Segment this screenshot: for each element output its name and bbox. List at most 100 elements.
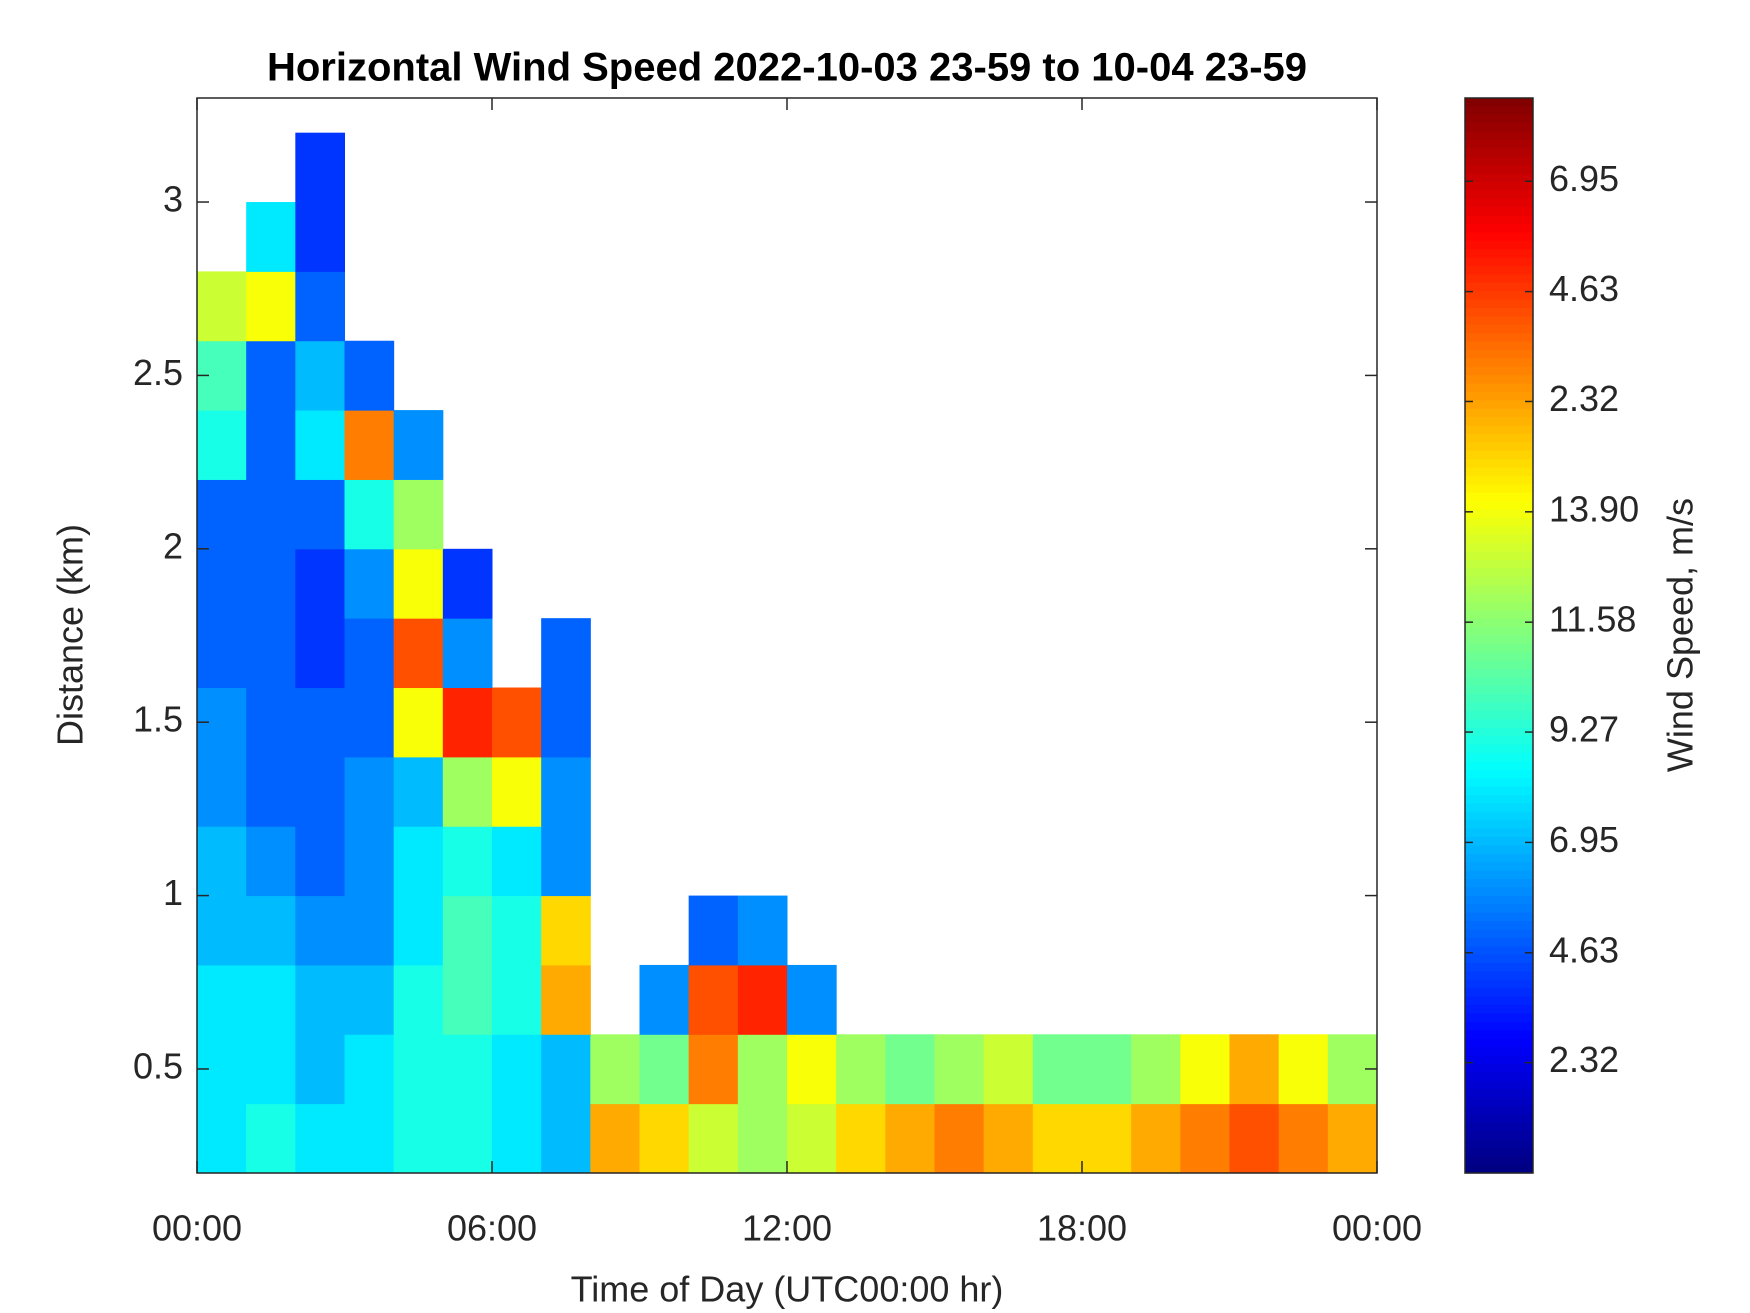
colorbar-swatch [1465,988,1533,998]
colorbar-swatch [1465,996,1533,1006]
heat-cell [688,1103,739,1174]
y-tick-label: 1 [163,872,183,913]
colorbar-swatch [1465,1047,1533,1057]
heat-cell [541,1103,591,1174]
colorbar-swatch [1465,1063,1533,1073]
colorbar-swatch [1465,98,1533,107]
colorbar-label: Wind Speed, m/s [1660,498,1701,772]
colorbar-swatch [1465,576,1533,586]
heat-cell [639,1103,690,1174]
heat-cell [295,479,345,550]
heat-cell [344,1103,395,1174]
heat-cell [688,1034,739,1105]
colorbar-tick-label: 6.95 [1549,158,1619,199]
heat-cell [246,826,296,897]
colorbar-swatch [1465,173,1533,183]
heat-cell [836,1103,886,1174]
colorbar-tick-label: 11.58 [1549,599,1636,640]
colorbar-swatch [1465,627,1533,637]
colorbar-swatch [1465,484,1533,494]
heat-cell [393,1034,444,1105]
colorbar-swatch [1465,929,1533,939]
colorbar-swatch [1465,106,1533,116]
heat-cell [295,687,345,758]
y-tick-label: 2.5 [133,352,183,393]
heat-cell [246,410,296,480]
colorbar-swatch [1465,1105,1533,1115]
colorbar-swatch [1465,1089,1533,1099]
colorbar-swatch [1465,727,1533,737]
colorbar-swatch [1465,769,1533,779]
colorbar-tick-label: 2.32 [1549,378,1619,419]
heat-cell [295,964,345,1035]
heat-cell [442,548,493,619]
colorbar-swatch [1465,1030,1533,1040]
colorbar-swatch [1465,601,1533,611]
colorbar-swatch [1465,190,1533,200]
heat-cell [197,1103,247,1174]
heat-cell [393,1103,444,1174]
colorbar-tick-label: 4.63 [1549,929,1619,970]
y-tick-label: 1.5 [133,699,183,740]
heat-cell [492,964,542,1035]
colorbar-swatch [1465,585,1533,595]
colorbar-swatch [1465,333,1533,343]
colorbar-swatch [1465,1080,1533,1090]
heat-cell [1131,1034,1181,1105]
colorbar-swatch [1465,324,1533,334]
colorbar-swatch [1465,761,1533,771]
heat-cell [442,618,493,689]
x-tick-label: 00:00 [152,1208,242,1249]
colorbar-swatch [1465,1156,1533,1166]
heat-cell [442,1034,493,1105]
colorbar-swatch [1465,979,1533,989]
heat-cell [344,410,395,480]
colorbar-swatch [1465,316,1533,326]
heat-cell [344,618,395,689]
colorbar-swatch [1465,240,1533,250]
colorbar-swatch [1465,400,1533,410]
colorbar-swatch [1465,223,1533,233]
heat-cell [1032,1034,1083,1105]
colorbar-swatch [1465,341,1533,351]
colorbar-swatch [1465,131,1533,141]
heat-cell [295,826,345,897]
heat-cell [1082,1034,1132,1105]
colorbar-swatch [1465,148,1533,158]
colorbar-swatch [1465,937,1533,947]
colorbar-swatch [1465,459,1533,469]
heat-cell [295,548,345,619]
heat-cell [295,895,345,966]
colorbar-swatch [1465,1097,1533,1107]
colorbar-swatch [1465,669,1533,679]
colorbar-swatch [1465,887,1533,897]
colorbar-swatch [1465,299,1533,309]
heat-cell [246,271,296,342]
heat-cell [492,1034,542,1105]
heat-cell [197,410,247,480]
y-tick-label: 3 [163,179,183,220]
colorbar-swatch [1465,610,1533,620]
colorbar-swatch [1465,265,1533,275]
heat-cell [541,1034,591,1105]
heat-cell [246,964,296,1035]
heat-cell [246,340,296,411]
heat-cell [737,1103,788,1174]
heat-cell [295,1034,345,1105]
colorbar-tick-label: 4.63 [1549,268,1619,309]
colorbar-swatch [1465,1038,1533,1048]
colorbar-swatch [1465,123,1533,133]
heat-cell [1180,1034,1230,1105]
colorbar-swatch [1465,442,1533,452]
heat-cell [344,964,395,1035]
colorbar-swatch [1465,1114,1533,1124]
heat-cell [639,964,690,1035]
colorbar-swatch [1465,837,1533,847]
colorbar-swatch [1465,291,1533,301]
colorbar-swatch [1465,635,1533,645]
colorbar-swatch [1465,1013,1533,1023]
heat-cell [639,1034,690,1105]
heat-cell [836,1034,886,1105]
heat-cell [983,1103,1034,1174]
heat-cell [197,895,247,966]
